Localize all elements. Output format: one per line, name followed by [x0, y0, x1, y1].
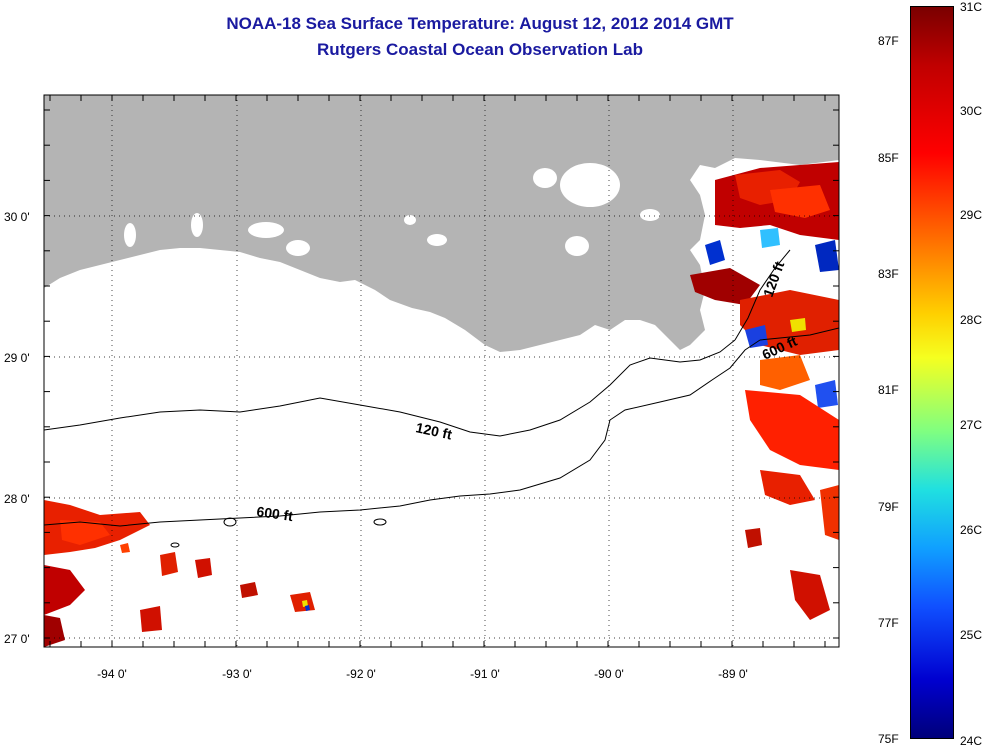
colorbar-label-27c: 27C [960, 418, 983, 432]
sst-patches-east [690, 162, 839, 620]
contour-600ft-path [44, 339, 761, 527]
colorbar-label-28c: 28C [960, 313, 983, 327]
contour-label-120ft: 120 ft [414, 419, 453, 442]
lat-label-30: 30 0' [4, 210, 30, 224]
lon-label-91: -91 0' [470, 667, 500, 681]
contour-600ft-east-path [759, 327, 839, 341]
depth-contours [44, 249, 839, 548]
contour-120ft-path [44, 339, 736, 437]
colorbar-label-30c: 30C [960, 104, 983, 118]
lon-label-92: -92 0' [346, 667, 376, 681]
lon-label-90: -90 0' [594, 667, 624, 681]
lat-label-28: 28 0' [4, 492, 30, 506]
lakes [124, 163, 754, 256]
axis-ticks [44, 95, 839, 647]
temperature-colorbar [910, 6, 954, 739]
contour-label-600ft: 600 ft [256, 503, 295, 524]
colorbar-label-31c: 31C [960, 0, 983, 14]
colorbar-label-81f: 81F [878, 383, 899, 397]
map-title: NOAA-18 Sea Surface Temperature: August … [226, 14, 734, 33]
land-area [44, 95, 839, 352]
lon-label-94: -94 0' [97, 667, 127, 681]
contour-120ft-east-path [734, 249, 791, 341]
colorbar-label-87f: 87F [878, 34, 899, 48]
lon-label-89: -89 0' [718, 667, 748, 681]
lat-label-27: 27 0' [4, 632, 30, 646]
graticule [44, 95, 839, 647]
colorbar-label-24c: 24C [960, 734, 983, 748]
colorbar-label-75f: 75F [878, 732, 899, 746]
colorbar-label-79f: 79F [878, 500, 899, 514]
colorbar-label-29c: 29C [960, 208, 983, 222]
lat-label-29: 29 0' [4, 351, 30, 365]
sst-patches-west [44, 500, 315, 647]
colorbar-label-26c: 26C [960, 523, 983, 537]
map-subtitle: Rutgers Coastal Ocean Observation Lab [317, 40, 643, 59]
map-frame [43, 94, 840, 648]
colorbar-label-25c: 25C [960, 628, 983, 642]
lon-label-93: -93 0' [222, 667, 252, 681]
colorbar-label-83f: 83F [878, 267, 899, 281]
colorbar-label-85f: 85F [878, 151, 899, 165]
colorbar-label-77f: 77F [878, 616, 899, 630]
